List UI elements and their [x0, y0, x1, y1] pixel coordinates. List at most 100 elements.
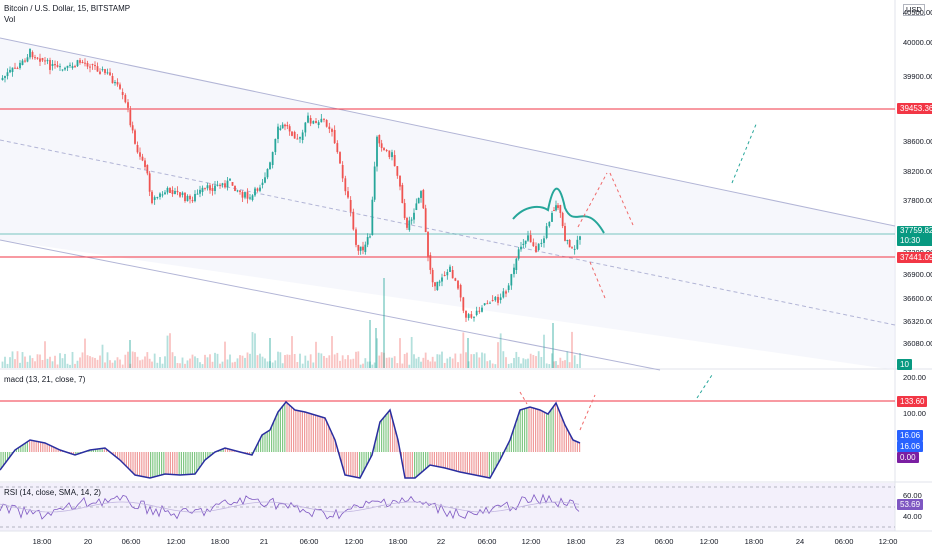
candle-body [522, 243, 525, 245]
candle-body [91, 64, 94, 66]
candle-body [11, 67, 14, 72]
candle-body [537, 243, 540, 250]
volume-bar [457, 362, 459, 368]
volume-bar [114, 360, 116, 368]
candle-body [543, 238, 545, 243]
candle-body [403, 203, 406, 218]
volume-bar [478, 357, 481, 368]
candle-body [473, 316, 475, 318]
volume-bar [391, 357, 393, 368]
volume-bar [66, 363, 69, 368]
volume-bar [21, 352, 24, 368]
volume-bar [494, 364, 497, 368]
candle-body [317, 122, 320, 125]
candle-body [164, 192, 166, 195]
volume-bar [24, 356, 26, 368]
candle-body [179, 192, 181, 197]
candle-body [271, 152, 274, 165]
candle-body [347, 191, 349, 198]
time-axis-label: 12:00 [699, 537, 719, 546]
currency-button[interactable]: USD [903, 4, 925, 16]
volume-bar [249, 353, 251, 368]
volume-bar [369, 320, 371, 368]
price-axis-label: 36080.00 [903, 339, 932, 348]
volume-bar [129, 363, 132, 368]
candle-body [74, 66, 76, 68]
candle-body [29, 48, 31, 58]
candle-body [116, 82, 119, 85]
candle-body [166, 187, 169, 193]
volume-bar [403, 353, 406, 368]
volume-bar [552, 323, 554, 368]
candle-body [349, 200, 352, 212]
candle-body [459, 285, 462, 298]
volume-bar [441, 351, 443, 368]
price-axis-label: 40500.00 [903, 8, 932, 17]
volume-bar [236, 358, 239, 368]
candle-body [277, 126, 279, 139]
volume-bar [109, 360, 111, 368]
volume-bar [369, 361, 371, 368]
price-axis-label: 36320.00 [903, 317, 932, 326]
candle-body [545, 226, 548, 238]
candle-body [489, 302, 491, 304]
candle-body [328, 126, 331, 130]
volume-bar [46, 358, 49, 368]
volume-bar [151, 361, 153, 368]
volume-bar [254, 333, 256, 368]
volume-bar [221, 361, 224, 368]
volume-bar [284, 355, 286, 368]
volume-bar [424, 352, 427, 368]
channel-midline [0, 139, 896, 326]
volume-bar [81, 352, 84, 368]
volume-bar [64, 353, 66, 368]
candle-body [571, 247, 573, 249]
volume-bar [548, 364, 551, 368]
volume-bar [161, 363, 164, 368]
candle-body [293, 132, 296, 139]
candle-body [54, 64, 56, 66]
candle-body [323, 118, 325, 120]
volume-bar [1, 361, 4, 368]
candle-body [555, 205, 557, 211]
volume-bar [540, 356, 543, 368]
volume-bar [579, 353, 581, 368]
candle-body [434, 282, 436, 287]
candle-body [373, 166, 376, 200]
candle-body [568, 239, 571, 248]
volume-bar [244, 357, 246, 368]
candle-body [49, 60, 51, 70]
rsi-legend[interactable]: RSI (14, close, SMA, 14, 2) [4, 488, 101, 497]
time-axis-label: 12:00 [878, 537, 898, 546]
channel-top-line [0, 37, 896, 227]
candle-body [420, 191, 422, 198]
candle-body [114, 82, 116, 84]
volume-bar [527, 358, 529, 368]
candle-body [224, 183, 226, 188]
time-axis-label: 20 [83, 537, 93, 546]
volume-bar [483, 353, 486, 368]
volume-bar [507, 363, 510, 368]
time-axis-label: 18:00 [210, 537, 230, 546]
macd-legend[interactable]: macd (13, 21, close, 7) [4, 375, 86, 384]
candle-body [79, 60, 81, 63]
candle-body [499, 297, 502, 300]
volume-bar [309, 354, 312, 368]
volume-legend[interactable]: Vol [4, 15, 16, 24]
candle-body [431, 269, 434, 283]
volume-bar [261, 356, 264, 368]
volume-bar [559, 357, 562, 368]
candle-body [369, 236, 371, 238]
candle-body [309, 118, 312, 124]
candle-body [229, 178, 231, 181]
current-price-tag: 37759.82 10:30 [897, 226, 932, 246]
volume-bar [279, 352, 282, 368]
candle-body [269, 162, 271, 170]
volume-bar [171, 352, 174, 368]
candle-body [84, 62, 86, 64]
symbol-title[interactable]: Bitcoin / U.S. Dollar, 15, BITSTAMP [4, 4, 131, 13]
candle-body [194, 194, 196, 202]
volume-bar [510, 363, 513, 368]
candle-body [231, 182, 234, 186]
